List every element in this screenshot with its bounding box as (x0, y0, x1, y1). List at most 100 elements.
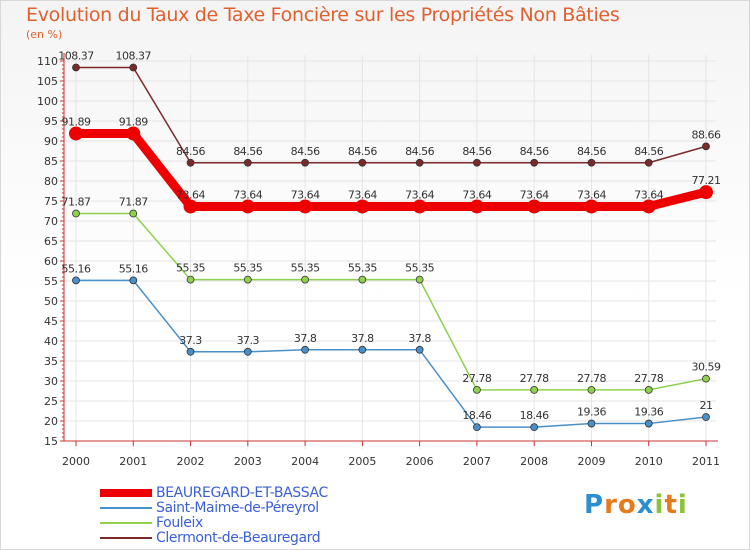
data-point (702, 374, 710, 383)
data-point (415, 158, 424, 167)
data-point (469, 199, 484, 214)
data-point (587, 385, 596, 394)
data-point (298, 199, 313, 214)
data-point (644, 385, 653, 394)
data-point (415, 275, 424, 284)
y-tick-label: 80 (44, 175, 58, 188)
data-point (129, 63, 138, 72)
logo-letter: P (584, 490, 605, 520)
unit-label: (en %) (26, 28, 63, 41)
data-point (527, 199, 542, 214)
data-label: 84.56 (462, 145, 491, 158)
data-label: 84.56 (348, 145, 377, 158)
data-label: 84.56 (520, 145, 549, 158)
y-tick-label: 45 (44, 315, 58, 328)
data-point (584, 199, 599, 214)
proxiti-logo: Proxiti (584, 490, 688, 520)
data-label: 55.35 (176, 262, 205, 275)
data-label: 73.64 (233, 188, 262, 201)
data-point (69, 126, 83, 141)
data-point (183, 199, 198, 214)
data-label: 84.56 (405, 145, 434, 158)
data-point (301, 275, 309, 284)
data-label: 18.46 (462, 409, 491, 422)
data-point (530, 158, 539, 167)
legend-swatch (100, 522, 152, 524)
series-line (75, 212, 707, 391)
legend-swatch (100, 537, 152, 539)
data-label: 27.78 (634, 372, 663, 385)
data-label: 55.35 (405, 262, 434, 275)
data-point (240, 199, 255, 214)
data-label: 55.16 (62, 262, 91, 275)
data-point (72, 209, 80, 218)
data-point (243, 275, 252, 284)
data-label: 21 (700, 399, 713, 412)
data-label: 73.64 (348, 188, 377, 201)
legend-label: Saint-Maime-de-Péreyrol (156, 500, 319, 516)
data-point (358, 345, 367, 354)
x-tick-label: 2003 (234, 455, 262, 468)
legend-label: Clermont-de-Beauregard (156, 530, 321, 546)
x-tick-label: 2011 (692, 455, 720, 468)
y-tick-label: 15 (44, 435, 58, 448)
data-label: 73.64 (577, 188, 606, 201)
y-tick-label: 70 (44, 215, 58, 228)
series-line (75, 279, 707, 428)
data-label: 88.66 (692, 128, 721, 141)
y-tick-label: 85 (44, 155, 58, 168)
data-label: 37.8 (294, 332, 317, 345)
y-tick-label: 75 (44, 195, 58, 208)
x-tick-label: 2007 (463, 455, 491, 468)
data-label: 84.56 (634, 145, 663, 158)
data-point (243, 158, 252, 167)
data-point (412, 199, 427, 214)
data-point (186, 275, 195, 284)
data-point (473, 385, 481, 394)
series-line (75, 66, 707, 164)
y-tick-label: 60 (44, 255, 58, 268)
data-label: 84.56 (176, 145, 205, 158)
data-label: 55.35 (348, 262, 377, 275)
x-ticks: 2000 2001 2002 2003 2004 2005 2006 2007 2008 2009… (62, 455, 720, 468)
y-tick-label: 65 (44, 235, 58, 248)
data-point (129, 276, 138, 285)
data-point (702, 142, 710, 151)
y-tick-label: 20 (44, 415, 58, 428)
data-label: 91.89 (119, 115, 148, 128)
data-point (301, 158, 309, 167)
data-point (358, 158, 367, 167)
data-point (702, 413, 710, 421)
data-label: 73.64 (405, 188, 434, 201)
data-label: 37.8 (351, 332, 374, 345)
logo-letter: r (604, 490, 618, 520)
data-label: 37.3 (237, 334, 260, 347)
x-tick-label: 2004 (291, 455, 319, 468)
data-point (644, 419, 653, 428)
data-point (72, 276, 80, 285)
data-label: 73.64 (176, 188, 205, 201)
data-label: 84.56 (577, 145, 606, 158)
data-label: 73.64 (462, 188, 491, 201)
legend-swatch (100, 507, 152, 509)
data-point (473, 423, 481, 432)
data-label: 19.36 (634, 406, 663, 419)
data-label: 55.16 (119, 262, 148, 275)
x-tick-label: 2010 (635, 455, 663, 468)
logo-letter: i (654, 490, 665, 520)
y-tick-label: 30 (44, 375, 58, 388)
y-tick-label: 35 (44, 355, 58, 368)
data-point (699, 185, 713, 200)
data-point (644, 158, 653, 167)
data-labels: 108.37 108.37 84.56 84.56 84.56 84.56 84.56 84.… (58, 50, 721, 423)
series-line (71, 128, 711, 211)
data-point (587, 158, 596, 167)
y-tick-label: 25 (44, 395, 58, 408)
data-label: 19.36 (577, 406, 606, 419)
y-tick-label: 55 (44, 275, 58, 288)
logo-letter: o (617, 490, 637, 520)
data-point (358, 275, 367, 284)
x-tick-label: 2006 (406, 455, 434, 468)
